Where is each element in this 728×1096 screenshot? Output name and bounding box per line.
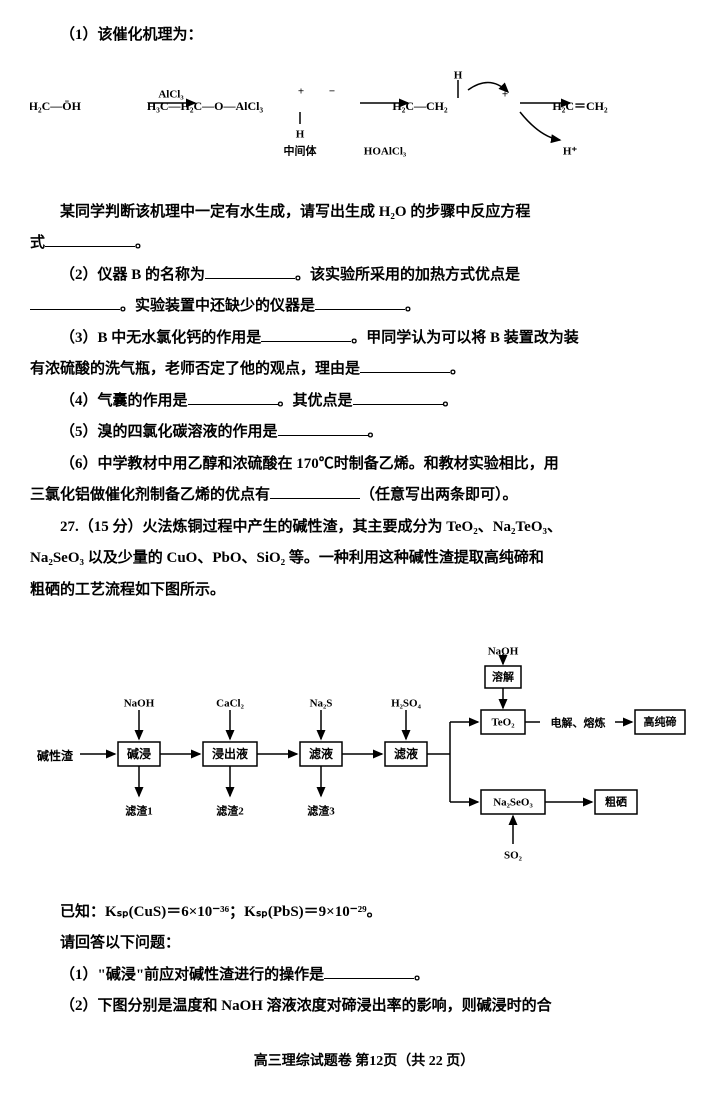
- para-water: 某同学判断该机理中一定有水生成，请写出生成 H₂O 的步骤中反应方程: [30, 197, 698, 229]
- blank: [353, 389, 443, 405]
- q5: （5）溴的四氯化碳溶液的作用是。: [30, 417, 698, 449]
- blank: [270, 483, 360, 499]
- pure-te: 高纯碲: [644, 715, 677, 729]
- q2-cont: 。实验装置中还缺少的仪器是。: [30, 291, 698, 323]
- blank: [261, 326, 351, 342]
- product: H₂C＝CH₂: [552, 98, 608, 112]
- sub2: （2）下图分别是温度和 NaOH 溶液浓度对碲浸出率的影响，则碱浸时的合: [30, 991, 698, 1023]
- sp3-h: H: [454, 69, 463, 81]
- node-step1: 碱浸: [127, 746, 151, 761]
- answer-prompt: 请回答以下问题：: [30, 928, 698, 960]
- blank: [324, 963, 414, 979]
- top-in1: NaOH: [124, 698, 155, 710]
- q27a: 27.（15 分）火法炼铜过程中产生的碱性渣，其主要成分为 TeO₂、Na₂Te…: [30, 512, 698, 544]
- q27c: 粗硒的工艺流程如下图所示。: [30, 575, 698, 607]
- blank: [315, 294, 405, 310]
- q4: （4）气囊的作用是。其优点是。: [30, 386, 698, 418]
- q1-label: （1）该催化机理为：: [30, 20, 698, 52]
- q3: （3）B 中无水氯化钙的作用是。甲同学认为可以将 B 装置改为装: [30, 323, 698, 355]
- node-step4: 滤液: [394, 746, 418, 761]
- sub1: （1）"碱浸"前应对碱性渣进行的操作是。: [30, 960, 698, 992]
- ksp: 已知：Kₛₚ(CuS)＝6×10⁻³⁶；Kₛₚ(PbS)＝9×10⁻²⁹。: [30, 897, 698, 929]
- node-step3: 滤液: [309, 746, 333, 761]
- node-step2: 浸出液: [212, 746, 248, 761]
- node-input: 碱性渣: [37, 748, 74, 763]
- byproduct: HOAlCl₃: [364, 145, 407, 157]
- species1: H₃C—H₂C—ŌH: [30, 98, 82, 112]
- para-water2: 式。: [30, 228, 698, 260]
- intermediate-label: 中间体: [284, 143, 318, 157]
- teo2: TeO₂: [491, 717, 515, 729]
- dissolve: 溶解: [492, 670, 514, 684]
- na2seo3: Na₂SeO₃: [493, 797, 533, 809]
- proton: H⁺: [563, 145, 578, 157]
- blank: [278, 420, 368, 436]
- blank: [45, 231, 135, 247]
- top-in3: Na₂S: [310, 698, 333, 710]
- bot-out2: 滤渣2: [216, 804, 244, 818]
- blank: [30, 294, 120, 310]
- blank: [188, 389, 278, 405]
- so2: SO₂: [504, 850, 523, 862]
- charge2: +: [298, 85, 304, 97]
- bot-out1: 滤渣1: [125, 804, 153, 818]
- bot-out3: 滤渣3: [307, 804, 335, 818]
- sp2-h: H: [296, 128, 305, 140]
- top-in2: CaCl₂: [216, 698, 244, 710]
- blank: [205, 263, 295, 279]
- flowchart: 碱性渣 碱浸 浸出液 滤液 滤液 NaOH CaCl₂ Na₂S H₂SO₄ 滤…: [30, 634, 698, 877]
- blank: [360, 357, 450, 373]
- top-in4: H₂SO₄: [391, 698, 422, 710]
- q6a: （6）中学教材中用乙醇和浓硫酸在 170℃时制备乙烯。和教材实验相比，用: [30, 449, 698, 481]
- species2: H₃C—H₂C—O—AlCl₃: [147, 98, 264, 112]
- svg-text:−: −: [329, 85, 335, 97]
- page-footer: 高三理综试题卷 第12页（共 22 页）: [30, 1047, 698, 1076]
- elec: 电解、熔炼: [551, 716, 606, 730]
- q2: （2）仪器 B 的名称为。该实验所采用的加热方式优点是: [30, 260, 698, 292]
- crude-se: 粗硒: [605, 795, 627, 809]
- q6b: 三氯化铝做催化剂制备乙烯的优点有（任意写出两条即可）。: [30, 480, 698, 512]
- q3-cont: 有浓硫酸的洗气瓶，老师否定了他的观点，理由是。: [30, 354, 698, 386]
- mechanism-diagram: H₃C—H₂C—ŌH AlCl₃ H₃C—H₂C—O—AlCl₃ + − H 中…: [30, 62, 698, 181]
- q27b: Na₂SeO₃ 以及少量的 CuO、PbO、SiO₂ 等。一种利用这种碱性渣提取…: [30, 543, 698, 575]
- species3: H₂C—CH₂: [392, 98, 448, 112]
